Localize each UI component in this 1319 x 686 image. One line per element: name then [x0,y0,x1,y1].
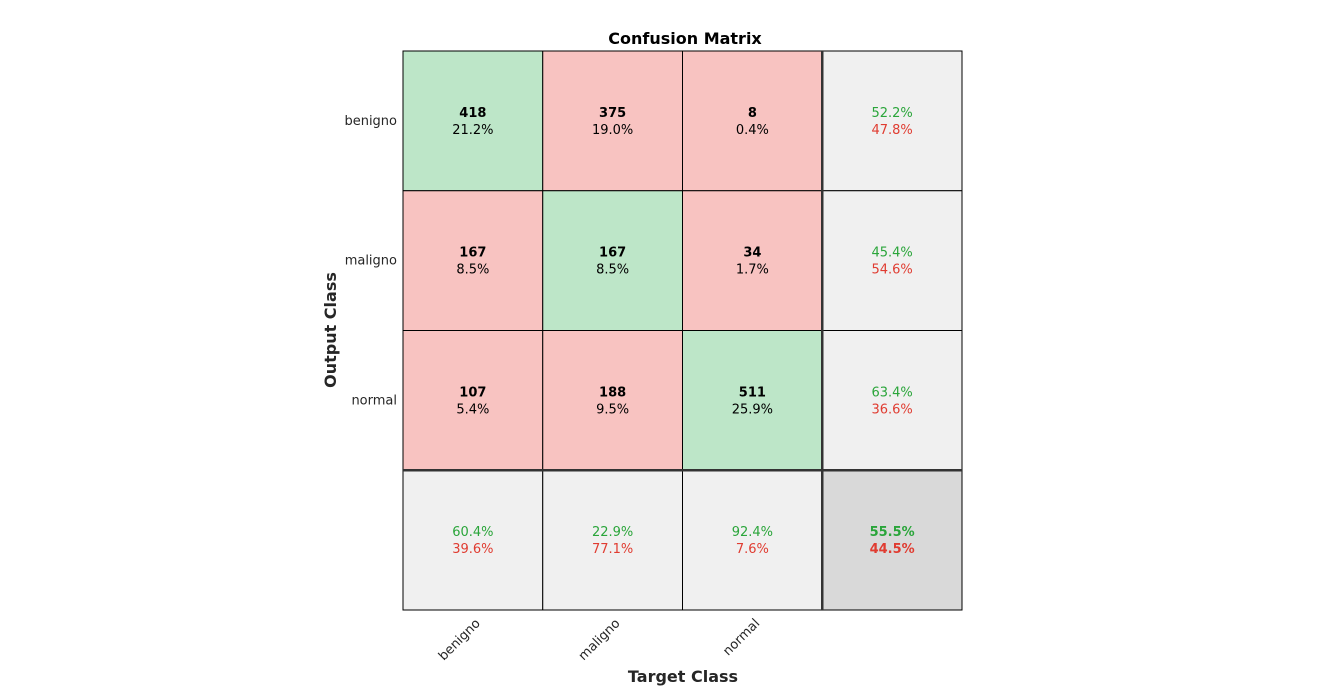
cell-percent-label: 5.4% [456,402,489,417]
cell-count-label: 418 [459,106,486,121]
x-tick-label: maligno [576,616,624,664]
cell-count-label: 107 [459,385,486,400]
matrix-cell [402,50,544,192]
cell-count-label: 375 [599,106,626,121]
y-tick-label: maligno [345,254,397,269]
cell-percent-label: 25.9% [732,402,773,417]
column-summary-cell [682,469,823,611]
overall-error-label: 44.5% [870,542,915,557]
cell-count-label: 188 [599,385,626,400]
matrix-cell [402,190,544,331]
chart-title: Confusion Matrix [608,29,762,48]
cell-percent-label: 8.5% [596,263,629,278]
x-tick-label: benigno [436,616,484,664]
cell-percent-label: 19.0% [592,123,633,138]
row-precision-label: 45.4% [871,246,912,261]
column-recall-label: 22.9% [592,525,633,540]
x-tick-label: normal [720,616,763,659]
row-summary-cell [821,330,963,471]
matrix-cell [542,50,683,192]
y-axis-label: Output Class [321,272,340,388]
cell-percent-label: 21.2% [452,123,493,138]
row-error-label: 36.6% [871,402,912,417]
column-recall-label: 60.4% [452,525,493,540]
row-precision-label: 52.2% [871,106,912,121]
column-summary-cell [542,469,683,611]
column-error-label: 7.6% [736,542,769,557]
matrix-cell [682,330,823,471]
row-error-label: 47.8% [871,123,912,138]
column-error-label: 39.6% [452,542,493,557]
matrix-cell [542,330,683,471]
cell-count-label: 8 [748,106,757,121]
row-summary-cell [821,190,963,331]
matrix-cell [682,190,823,331]
row-summary-cell [821,50,963,192]
x-axis-label: Target Class [628,667,738,686]
cell-percent-label: 8.5% [456,263,489,278]
cell-percent-label: 1.7% [736,263,769,278]
column-recall-label: 92.4% [732,525,773,540]
matrix-cell [402,330,544,471]
cell-count-label: 167 [599,246,626,261]
cell-percent-label: 9.5% [596,402,629,417]
cell-count-label: 34 [743,246,761,261]
overall-accuracy-cell [821,469,963,611]
column-error-label: 77.1% [592,542,633,557]
y-tick-label: normal [351,393,397,408]
column-summary-cell [402,469,544,611]
cell-count-label: 511 [739,385,766,400]
row-precision-label: 63.4% [871,385,912,400]
overall-accuracy-label: 55.5% [870,525,915,540]
cell-count-label: 167 [459,246,486,261]
matrix-cell [542,190,683,331]
matrix-cell [682,50,823,192]
y-tick-label: benigno [344,114,397,129]
cell-percent-label: 0.4% [736,123,769,138]
row-error-label: 54.6% [871,263,912,278]
